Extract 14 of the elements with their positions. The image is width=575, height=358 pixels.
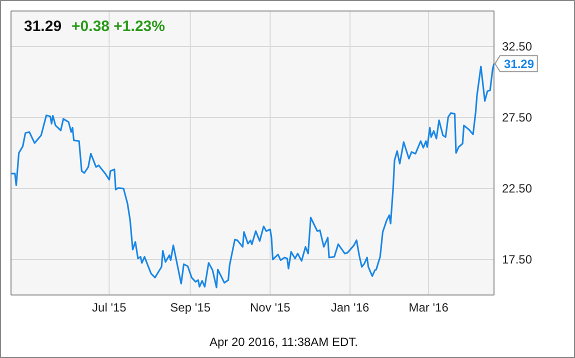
y-tick-label: 32.50 [502,39,532,54]
y-tick-label: 22.50 [502,181,532,196]
x-tick-label: Jul '15 [92,300,127,315]
text: 31.29 [24,18,62,35]
x-tick-label: Jan '16 [330,300,370,315]
y-tick-label: 17.50 [502,252,532,266]
text: +0.38 +1.23% [72,18,165,35]
annotation: 31.29 [504,57,534,72]
x-tick-label: Sep '15 [170,300,211,315]
x-tick-label: Mar '16 [408,300,449,315]
x-tick-label: Nov '15 [250,300,291,315]
y-tick-label: 27.50 [502,110,532,124]
text: Apr 20 2016, 11:38AM EDT. [209,335,358,349]
line-series [10,62,495,288]
